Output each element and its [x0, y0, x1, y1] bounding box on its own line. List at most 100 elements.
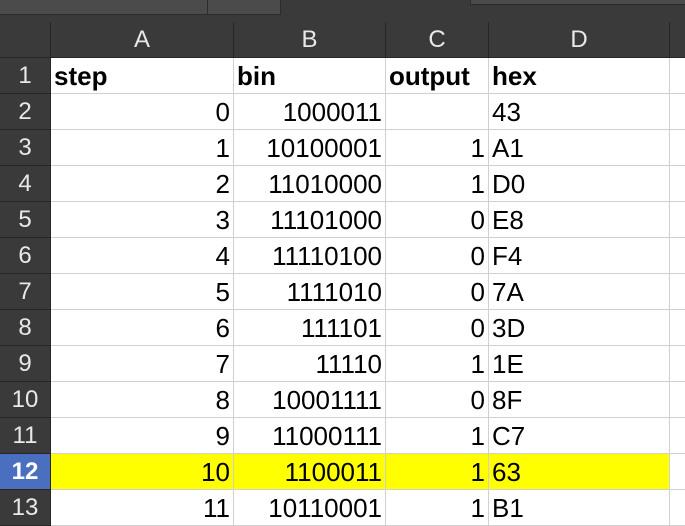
cell-step[interactable]: 9	[51, 418, 234, 454]
row-header[interactable]: 12	[0, 454, 51, 490]
table-row: 12 10 1100011 1 63	[0, 454, 685, 490]
table-row: 5 3 11101000 0 E8	[0, 202, 685, 238]
column-header-b[interactable]: B	[234, 22, 386, 58]
cell-header-bin[interactable]: bin	[234, 58, 386, 94]
row-header[interactable]: 8	[0, 310, 51, 346]
row-header[interactable]: 3	[0, 130, 51, 166]
cell-bin[interactable]: 11110	[234, 346, 386, 382]
formula-bar-edge[interactable]	[470, 0, 685, 5]
cell-output[interactable]: 1	[386, 166, 489, 202]
cell-output[interactable]: 0	[386, 310, 489, 346]
row-header[interactable]: 4	[0, 166, 51, 202]
cell-blank[interactable]	[670, 382, 685, 418]
cell-output[interactable]: 0	[386, 274, 489, 310]
row-header[interactable]: 5	[0, 202, 51, 238]
cell-blank[interactable]	[670, 310, 685, 346]
cell-step[interactable]: 5	[51, 274, 234, 310]
cell-output[interactable]: 1	[386, 454, 489, 490]
cell-bin[interactable]: 1000011	[234, 94, 386, 130]
cell-blank[interactable]	[670, 274, 685, 310]
cell-hex[interactable]: 7A	[489, 274, 670, 310]
row-header[interactable]: 7	[0, 274, 51, 310]
table-row: 7 5 1111010 0 7A	[0, 274, 685, 310]
cell-bin[interactable]: 10001111	[234, 382, 386, 418]
cell-step[interactable]: 0	[51, 94, 234, 130]
table-row: 11 9 11000111 1 C7	[0, 418, 685, 454]
row-header[interactable]: 11	[0, 418, 51, 454]
cell-hex[interactable]: B1	[489, 490, 670, 526]
cell-hex[interactable]: 3D	[489, 310, 670, 346]
cell-blank[interactable]	[670, 346, 685, 382]
cell-blank[interactable]	[670, 202, 685, 238]
cell-output[interactable]	[386, 94, 489, 130]
table-row: 2 0 1000011 43	[0, 94, 685, 130]
cell-step[interactable]: 11	[51, 490, 234, 526]
sheet-tab-area[interactable]	[0, 0, 281, 15]
table-row: 4 2 11010000 1 D0	[0, 166, 685, 202]
cell-header-output[interactable]: output	[386, 58, 489, 94]
table-row: 10 8 10001111 0 8F	[0, 382, 685, 418]
cell-blank[interactable]	[670, 418, 685, 454]
cell-hex[interactable]: C7	[489, 418, 670, 454]
cell-blank[interactable]	[670, 58, 685, 94]
cell-bin[interactable]: 11110100	[234, 238, 386, 274]
table-row-header: 1 step bin output hex	[0, 58, 685, 94]
tab-divider	[207, 0, 208, 14]
cell-bin[interactable]: 11101000	[234, 202, 386, 238]
toolbar-strip	[0, 0, 685, 22]
cell-bin[interactable]: 111101	[234, 310, 386, 346]
column-header-a[interactable]: A	[51, 22, 234, 58]
cell-blank[interactable]	[670, 166, 685, 202]
table-row: 3 1 10100001 1 A1	[0, 130, 685, 166]
cell-header-hex[interactable]: hex	[489, 58, 670, 94]
cell-bin[interactable]: 1100011	[234, 454, 386, 490]
cell-hex[interactable]: 1E	[489, 346, 670, 382]
cell-step[interactable]: 2	[51, 166, 234, 202]
row-header[interactable]: 6	[0, 238, 51, 274]
cell-bin[interactable]: 10110001	[234, 490, 386, 526]
cell-hex[interactable]: E8	[489, 202, 670, 238]
cell-output[interactable]: 1	[386, 490, 489, 526]
cell-hex[interactable]: A1	[489, 130, 670, 166]
cell-step[interactable]: 10	[51, 454, 234, 490]
cell-step[interactable]: 3	[51, 202, 234, 238]
cell-blank[interactable]	[670, 130, 685, 166]
table-row: 8 6 111101 0 3D	[0, 310, 685, 346]
cell-output[interactable]: 0	[386, 202, 489, 238]
cell-step[interactable]: 1	[51, 130, 234, 166]
cell-hex[interactable]: 43	[489, 94, 670, 130]
table-row: 9 7 11110 1 1E	[0, 346, 685, 382]
column-header-c[interactable]: C	[386, 22, 489, 58]
row-header[interactable]: 2	[0, 94, 51, 130]
cell-step[interactable]: 4	[51, 238, 234, 274]
row-header[interactable]: 9	[0, 346, 51, 382]
cell-step[interactable]: 7	[51, 346, 234, 382]
cell-output[interactable]: 0	[386, 238, 489, 274]
row-header[interactable]: 13	[0, 490, 51, 526]
cell-blank[interactable]	[670, 238, 685, 274]
cell-step[interactable]: 8	[51, 382, 234, 418]
cell-bin[interactable]: 11000111	[234, 418, 386, 454]
cell-blank[interactable]	[670, 94, 685, 130]
cell-hex[interactable]: F4	[489, 238, 670, 274]
cell-bin[interactable]: 11010000	[234, 166, 386, 202]
cell-blank[interactable]	[670, 490, 685, 526]
row-header[interactable]: 1	[0, 58, 51, 94]
cell-bin[interactable]: 1111010	[234, 274, 386, 310]
cell-output[interactable]: 1	[386, 130, 489, 166]
cell-blank[interactable]	[670, 454, 685, 490]
select-all-corner[interactable]	[0, 22, 51, 58]
cell-bin[interactable]: 10100001	[234, 130, 386, 166]
cell-step[interactable]: 6	[51, 310, 234, 346]
column-header-d[interactable]: D	[489, 22, 670, 58]
row-header[interactable]: 10	[0, 382, 51, 418]
column-header-row: A B C D	[0, 22, 685, 58]
cell-output[interactable]: 1	[386, 346, 489, 382]
column-header-e-partial[interactable]	[670, 22, 685, 58]
cell-output[interactable]: 0	[386, 382, 489, 418]
cell-header-step[interactable]: step	[51, 58, 234, 94]
cell-output[interactable]: 1	[386, 418, 489, 454]
cell-hex[interactable]: 63	[489, 454, 670, 490]
cell-hex[interactable]: D0	[489, 166, 670, 202]
cell-hex[interactable]: 8F	[489, 382, 670, 418]
